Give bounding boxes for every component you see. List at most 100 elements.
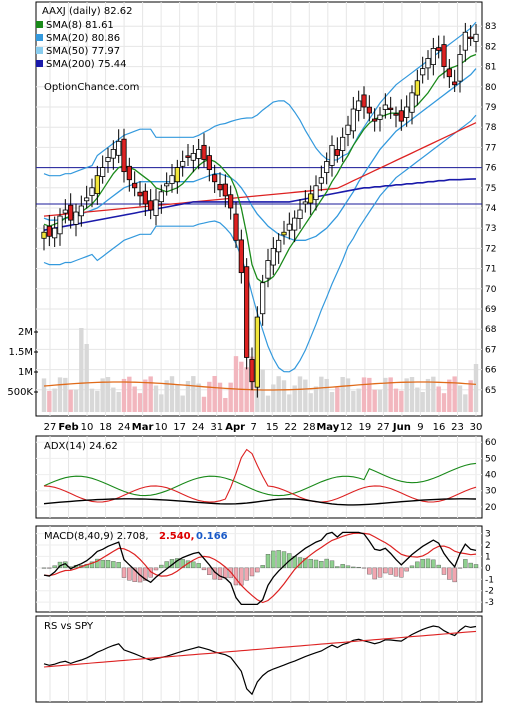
candle: [457, 44, 463, 93]
legend: AAXJ (daily) 82.62 SMA(8) 81.61 SMA(20) 8…: [36, 6, 139, 93]
indicator-lines: [41, 448, 479, 696]
candle-body: [137, 191, 143, 197]
macd-histogram-bar: [217, 567, 223, 580]
candle-body: [398, 110, 404, 122]
candlesticks: [41, 22, 479, 398]
candle-body: [222, 183, 228, 197]
candle-body: [254, 316, 260, 388]
volume-bar: [292, 385, 297, 412]
x-tick-label: 28: [303, 422, 316, 433]
volume-bar: [425, 378, 431, 412]
candle-body: [89, 187, 95, 196]
volume-average-line: [43, 381, 477, 391]
x-tick-label: 10: [155, 422, 168, 433]
candle: [361, 86, 367, 119]
candle: [388, 96, 394, 119]
price-tick-label: 74: [485, 204, 497, 214]
x-tick-label: 24: [118, 422, 131, 433]
macd-histogram-bar: [271, 550, 276, 569]
volume-bar: [319, 376, 324, 412]
candle: [377, 107, 383, 132]
rs-line: [43, 625, 477, 696]
candle-body: [286, 223, 292, 231]
macd-histogram-bar: [239, 567, 244, 586]
candle-body: [46, 225, 52, 237]
macd-tick-label: -1: [485, 575, 494, 585]
candle: [473, 24, 479, 53]
volume-bar: [436, 386, 441, 412]
macd-histogram-bar: [388, 567, 393, 575]
x-tick-label: Feb: [58, 422, 78, 433]
candle-body: [185, 155, 191, 158]
candle: [116, 129, 122, 164]
legend-entry: SMA(200) 75.44: [36, 59, 127, 70]
candle-body: [158, 191, 164, 203]
candle: [185, 143, 191, 167]
volume-bar: [191, 376, 196, 412]
candle: [292, 210, 298, 243]
candle-body: [462, 31, 468, 51]
price-tick-label: 81: [485, 63, 496, 73]
volume-bar: [212, 376, 217, 412]
volume-tick-label: 1M: [18, 367, 33, 378]
candle: [265, 248, 271, 288]
panel-frame-adx: [35, 435, 483, 519]
rs-label: RS vs SPY: [44, 621, 94, 632]
candle-body: [238, 239, 244, 274]
candle-body: [382, 104, 388, 110]
candle-body: [121, 138, 127, 173]
candle: [121, 128, 127, 183]
x-tick-label: 22: [284, 422, 297, 433]
volume-bar: [383, 377, 388, 412]
x-tick-label: 12: [340, 422, 353, 433]
price-tick-label: 71: [485, 265, 496, 275]
macd-histogram-bar: [425, 558, 431, 569]
volume-bar: [335, 387, 340, 412]
volume-bar: [63, 377, 68, 412]
price-tick-label: 79: [485, 103, 497, 113]
candle-body: [260, 282, 266, 315]
x-tick-label: Apr: [225, 422, 245, 433]
price-tick-label: 77: [485, 143, 496, 153]
candle: [324, 152, 330, 185]
candle: [340, 127, 346, 162]
legend-label: SMA(200) 75.44: [46, 59, 127, 70]
candle-body: [78, 205, 84, 217]
volume-bar: [223, 397, 228, 412]
price-tick-label: 76: [485, 164, 497, 174]
candle: [206, 146, 212, 182]
adx-tick-label: 20: [485, 503, 497, 513]
volume-bar: [116, 391, 121, 412]
volume-bar: [239, 361, 244, 412]
volume-bar: [409, 377, 415, 412]
x-tick-label: 17: [173, 422, 186, 433]
volume-bar: [351, 390, 356, 412]
candle-body: [302, 201, 308, 205]
candle: [345, 115, 351, 147]
volume-bar: [89, 388, 95, 412]
candle: [100, 155, 106, 184]
candle: [52, 216, 58, 248]
price-tick-label: 72: [485, 244, 496, 254]
candle-body: [84, 197, 90, 202]
volume-bar: [271, 384, 276, 412]
adx-tick-label: 30: [485, 487, 497, 497]
candle: [260, 274, 266, 326]
price-tick-label: 67: [485, 345, 496, 355]
volume-bar: [41, 378, 47, 412]
macd-tick-label: 3: [485, 530, 491, 540]
macd-histogram-bar: [100, 559, 105, 569]
x-tick-labels: 27 Feb 10 18 24 Mar 10 17 24 31 Apr 7 15 22 28 May 12 19 2…: [44, 422, 483, 433]
candle: [68, 193, 74, 229]
candle: [382, 93, 388, 119]
macd-histogram-bar: [319, 561, 324, 569]
candle-body: [356, 100, 362, 111]
horizontal-reference-lines: [36, 167, 482, 205]
macd-histogram-bar: [41, 567, 47, 569]
macd-histogram-bar: [255, 567, 260, 573]
sma50-line: [43, 122, 477, 217]
macd-histogram-bar: [180, 559, 185, 569]
macd-histogram-bar: [95, 558, 100, 569]
price-tick-label: 68: [485, 325, 497, 335]
